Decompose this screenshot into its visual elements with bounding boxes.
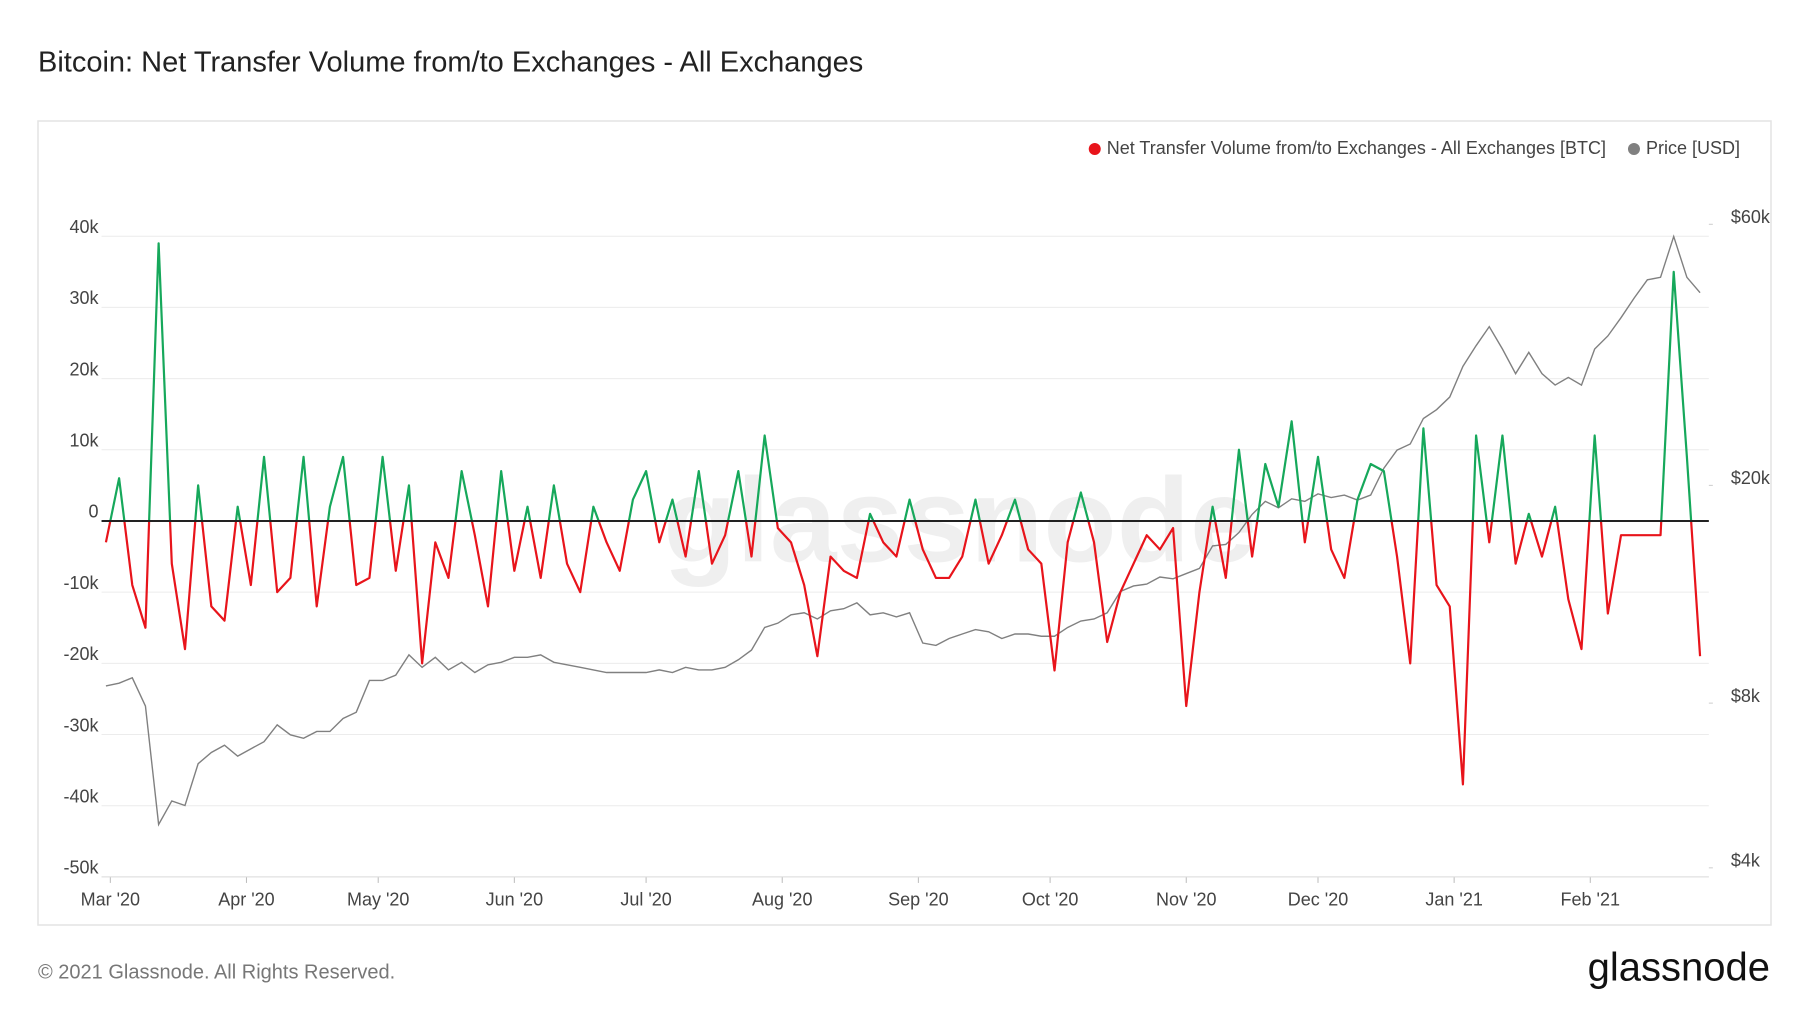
- y-tick-label: -40k: [64, 786, 100, 806]
- y-tick-label: 0: [89, 502, 99, 522]
- x-tick-label: Mar '20: [81, 890, 140, 910]
- y-tick-label: 10k: [70, 431, 100, 451]
- y-tick-label: -10k: [64, 573, 100, 593]
- y-tick-label: -50k: [64, 858, 100, 878]
- x-tick-label: Feb '21: [1561, 890, 1620, 910]
- y-tick-label: 30k: [70, 288, 100, 308]
- x-tick-label: Nov '20: [1156, 890, 1216, 910]
- legend-marker: [1627, 143, 1640, 155]
- y-tick-label: -30k: [64, 715, 100, 735]
- x-tick-label: Oct '20: [1022, 890, 1078, 910]
- copyright: © 2021 Glassnode. All Rights Reserved.: [38, 961, 395, 983]
- x-tick-label: Jan '21: [1425, 890, 1482, 910]
- y2-tick-label: $20k: [1731, 468, 1771, 488]
- y2-tick-label: $8k: [1731, 686, 1761, 706]
- y2-tick-label: $4k: [1731, 851, 1761, 871]
- y-tick-label: 20k: [70, 359, 100, 379]
- price-line: [105, 234, 1701, 827]
- y-tick-label: 40k: [70, 217, 100, 237]
- x-tick-label: Jun '20: [486, 890, 543, 910]
- x-tick-label: Sep '20: [888, 890, 949, 910]
- x-tick-label: Dec '20: [1288, 890, 1348, 910]
- chart-panel: [37, 120, 1772, 926]
- x-tick-label: Aug '20: [752, 890, 813, 910]
- x-tick-label: May '20: [347, 890, 409, 910]
- y2-tick-label: $60k: [1731, 207, 1771, 227]
- chart-title: Bitcoin: Net Transfer Volume from/to Exc…: [38, 47, 863, 79]
- x-tick-label: Jul '20: [620, 890, 671, 910]
- y-tick-label: -20k: [64, 644, 100, 664]
- legend-label: Price [USD]: [1646, 138, 1740, 158]
- net-volume-line-negative: [104, 520, 1702, 786]
- legend-label: Net Transfer Volume from/to Exchanges - …: [1107, 138, 1606, 158]
- brand-logo: glassnode: [1588, 946, 1770, 990]
- x-tick-label: Apr '20: [218, 890, 274, 910]
- legend-marker: [1088, 143, 1101, 155]
